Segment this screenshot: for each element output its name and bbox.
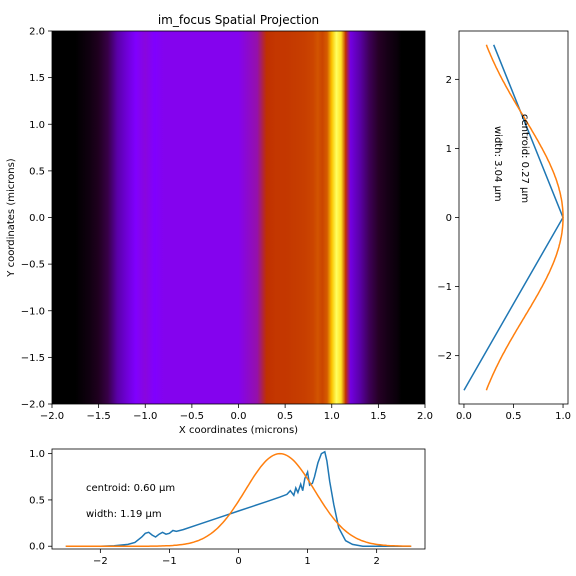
heatmap-x-tick-label-6: 1.0 — [324, 411, 340, 422]
bottom-plot-frame — [51, 448, 426, 550]
right-centroid-annotation: centroid: 0.27 µm — [519, 114, 530, 203]
right-y-tick-label-0: −2 — [437, 351, 452, 362]
right-profile-panel: 0.0 0.5 1.0 −2 −1 0 1 2 centroid: 0.27 µm widt… — [437, 30, 571, 422]
right-plot-frame — [458, 30, 569, 405]
bottom-centroid-annotation: centroid: 0.60 µm — [86, 483, 175, 494]
heatmap-x-tick-label-2: −1.0 — [133, 411, 157, 422]
heatmap-y-tick-label-3: −0.5 — [21, 260, 45, 271]
bottom-x-tick-label-2: 0 — [235, 556, 241, 567]
heatmap-x-tick-label-5: 0.5 — [277, 411, 293, 422]
heatmap-x-ticks: −2.0 −1.5 −1.0 −0.5 0.0 0.5 1.0 1.5 2.0 — [40, 404, 433, 422]
right-y-ticks: −2 −1 0 1 2 — [437, 75, 459, 362]
bottom-measured-profile-line — [65, 450, 412, 547]
heatmap-y-tick-label-5: 0.5 — [29, 166, 45, 177]
bottom-y-tick-label-0: 0.0 — [29, 542, 45, 553]
heatmap-y-ticks: −2.0 −1.5 −1.0 −0.5 0.0 0.5 1.0 1.5 2.0 — [21, 27, 52, 411]
bottom-y-tick-label-1: 0.5 — [29, 495, 45, 506]
bottom-x-ticks: −2 −1 0 1 2 — [93, 549, 380, 567]
heatmap-y-tick-label-1: −1.5 — [21, 353, 45, 364]
right-x-tick-label-2: 1.0 — [555, 411, 571, 422]
right-x-tick-label-0: 0.0 — [456, 411, 472, 422]
bottom-x-tick-label-4: 2 — [373, 556, 379, 567]
right-y-tick-label-2: 0 — [446, 213, 452, 224]
right-measured-profile-line — [463, 44, 564, 391]
bottom-y-tick-label-2: 1.0 — [29, 449, 45, 460]
main-heatmap-panel: im_focus Spatial Projection −2.0 −1.5 −1.0… — [6, 13, 433, 436]
heatmap-y-label: Y coordinates (microns) — [6, 158, 17, 277]
heatmap-x-tick-label-0: −2.0 — [40, 411, 64, 422]
bottom-width-annotation: width: 1.19 µm — [86, 509, 162, 520]
heatmap-y-tick-label-7: 1.5 — [29, 73, 45, 84]
right-width-annotation: width: 3.04 µm — [492, 126, 503, 202]
heatmap-y-tick-label-6: 1.0 — [29, 120, 45, 131]
heatmap-x-label: X coordinates (microns) — [179, 425, 298, 436]
heatmap-x-tick-label-7: 1.5 — [370, 411, 386, 422]
bottom-x-tick-label-1: −1 — [162, 556, 177, 567]
bottom-y-ticks: 0.0 0.5 1.0 — [29, 449, 52, 553]
right-y-tick-label-1: −1 — [437, 282, 452, 293]
bottom-x-tick-label-0: −2 — [93, 556, 108, 567]
main-title: im_focus Spatial Projection — [158, 13, 319, 27]
right-x-tick-label-1: 0.5 — [506, 411, 522, 422]
right-y-tick-label-4: 2 — [446, 75, 452, 86]
heatmap-image — [52, 31, 425, 404]
heatmap-x-tick-label-4: 0.0 — [231, 411, 247, 422]
heatmap-y-tick-label-8: 2.0 — [29, 27, 45, 38]
right-gaussian-fit-line — [485, 44, 564, 391]
heatmap-y-tick-label-0: −2.0 — [21, 400, 45, 411]
heatmap-y-tick-label-4: 0.0 — [29, 213, 45, 224]
heatmap-x-tick-label-1: −1.5 — [86, 411, 110, 422]
heatmap-x-tick-label-3: −0.5 — [180, 411, 204, 422]
bottom-gaussian-fit-line — [65, 452, 412, 547]
heatmap-y-tick-label-2: −1.0 — [21, 306, 45, 317]
right-x-ticks: 0.0 0.5 1.0 — [456, 404, 571, 422]
bottom-profile-panel: −2 −1 0 1 2 0.0 0.5 1.0 centroid: 0.60 µm widt… — [29, 448, 426, 567]
right-y-tick-label-3: 1 — [446, 144, 452, 155]
bottom-x-tick-label-3: 1 — [304, 556, 310, 567]
heatmap-x-tick-label-8: 2.0 — [417, 411, 433, 422]
